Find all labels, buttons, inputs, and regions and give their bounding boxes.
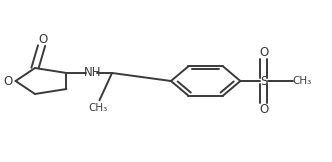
Text: O: O (259, 46, 268, 59)
Text: S: S (260, 75, 267, 87)
Text: O: O (259, 103, 268, 116)
Text: CH₃: CH₃ (88, 103, 108, 112)
Text: O: O (38, 33, 47, 46)
Text: NH: NH (84, 66, 102, 80)
Text: CH₃: CH₃ (292, 76, 311, 86)
Text: O: O (4, 75, 13, 87)
